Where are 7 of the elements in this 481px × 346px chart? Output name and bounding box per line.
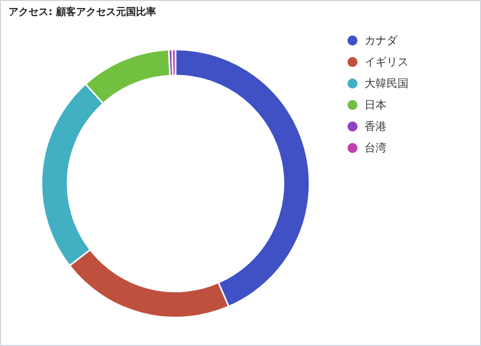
chart-title: アクセス: 顧客アクセス元国比率 <box>8 6 156 18</box>
legend-label: 大韓民国 <box>364 77 408 90</box>
legend-label: 台湾 <box>364 142 386 154</box>
legend-label: 香港 <box>364 120 386 133</box>
legend-label: 日本 <box>364 98 386 112</box>
legend-label: イギリス <box>364 56 408 68</box>
legend-label: カナダ <box>364 34 398 47</box>
